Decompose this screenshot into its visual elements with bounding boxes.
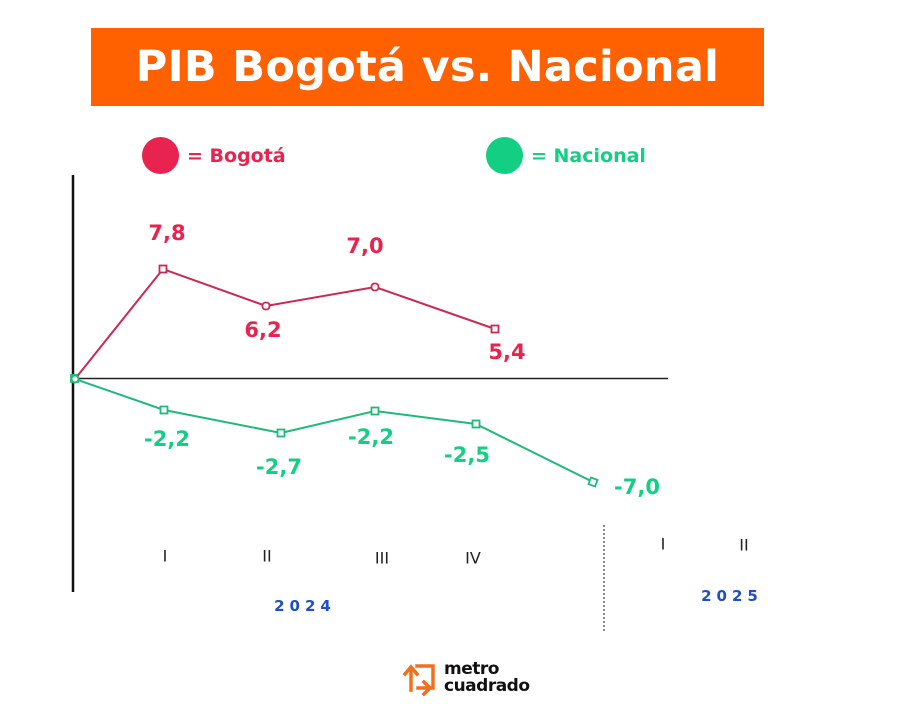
origin-marker bbox=[70, 374, 80, 384]
bogota-marker bbox=[490, 324, 500, 334]
legend-nacional: = Nacional bbox=[486, 137, 646, 174]
title-banner: PIB Bogotá vs. Nacional bbox=[91, 28, 764, 106]
nacional-marker bbox=[370, 406, 380, 416]
bogota-marker bbox=[370, 282, 380, 292]
x-tick-label: IV bbox=[465, 548, 481, 568]
logo-text: metro cuadrado bbox=[444, 661, 530, 695]
x-tick-label: II bbox=[262, 546, 272, 566]
bogota-value-label: 7,8 bbox=[148, 221, 186, 245]
legend-bogota: = Bogotá bbox=[142, 137, 286, 174]
legend-dot-nacional-icon bbox=[486, 137, 523, 174]
chart-title: PIB Bogotá vs. Nacional bbox=[135, 42, 720, 92]
x-tick-label: I bbox=[162, 546, 168, 566]
bogota-marker bbox=[158, 264, 168, 274]
bogota-value-label: 5,4 bbox=[488, 340, 526, 364]
nacional-value-label: -2,2 bbox=[144, 427, 190, 451]
nacional-value-label: -2,5 bbox=[444, 443, 490, 467]
metrocuadrado-logo: metro cuadrado bbox=[402, 660, 530, 696]
logo-text-line1: metro bbox=[444, 659, 499, 679]
logo-text-line2: cuadrado bbox=[444, 676, 530, 696]
bogota-value-label: 7,0 bbox=[346, 234, 384, 258]
legend-label-bogota: = Bogotá bbox=[187, 144, 286, 167]
legend-label-nacional: = Nacional bbox=[531, 144, 646, 167]
legend-dot-bogota-icon bbox=[142, 137, 179, 174]
nacional-line bbox=[74, 378, 594, 483]
bogota-markers bbox=[158, 264, 500, 334]
nacional-marker bbox=[276, 428, 286, 438]
x-tick-label: II bbox=[739, 535, 749, 555]
nacional-value-label: -7,0 bbox=[614, 475, 660, 499]
bogota-value-label: 6,2 bbox=[244, 318, 282, 342]
nacional-value-label: -2,2 bbox=[348, 425, 394, 449]
x-tick-label: III bbox=[374, 548, 390, 568]
nacional-marker bbox=[159, 405, 169, 415]
year-label-2025: 2025 bbox=[701, 587, 763, 605]
nacional-value-label: -2,7 bbox=[256, 455, 302, 479]
bogota-line bbox=[74, 267, 496, 380]
nacional-marker bbox=[587, 476, 599, 488]
repeat-arrows-logo-icon bbox=[402, 664, 435, 696]
year-label-2024: 2024 bbox=[274, 597, 336, 615]
nacional-marker bbox=[471, 419, 481, 429]
x-tick-label: I bbox=[660, 534, 666, 554]
bogota-marker bbox=[261, 301, 271, 311]
